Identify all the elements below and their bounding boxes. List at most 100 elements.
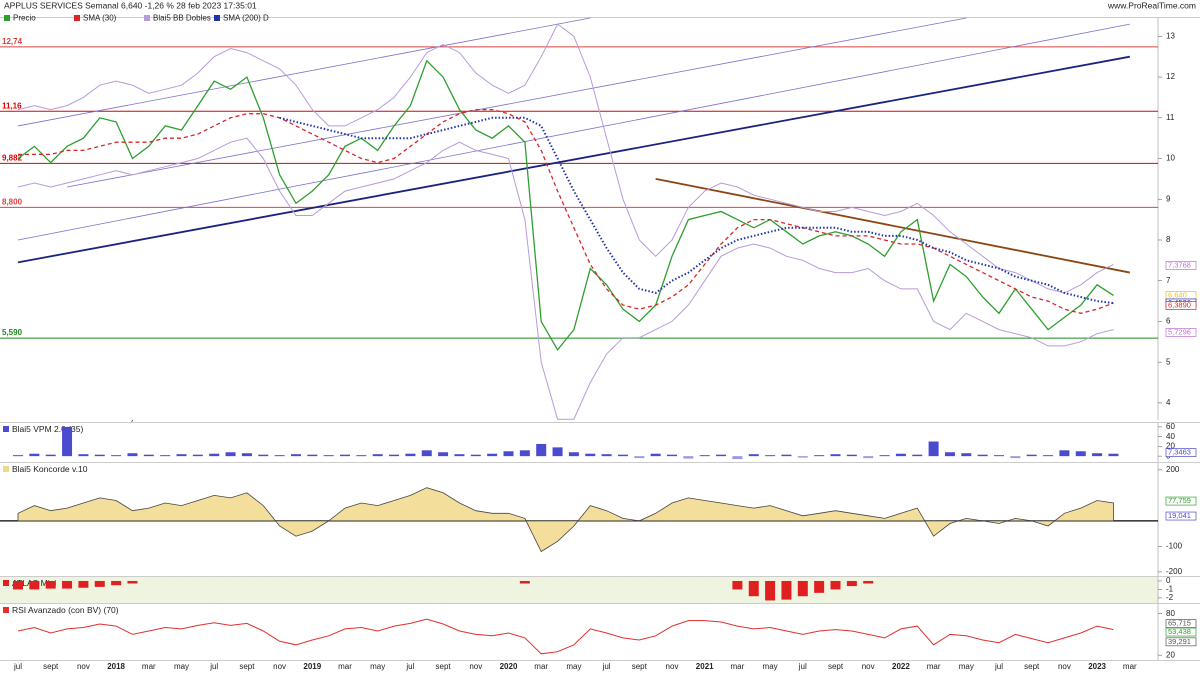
bar [863, 456, 874, 459]
bar [650, 453, 661, 457]
bar [160, 455, 171, 457]
last-value-label: 5,7296 [1168, 327, 1191, 336]
bar [340, 454, 350, 457]
y-tick-label: 60 [1166, 422, 1175, 431]
series-line [279, 116, 1114, 305]
last-value-label: 77,759 [1168, 496, 1191, 505]
bar [748, 580, 759, 597]
legend-swatch [144, 15, 150, 21]
area [17, 487, 1114, 553]
x-tick-label: jul [209, 662, 218, 671]
last-value-box [1165, 637, 1197, 647]
last-value-label: 6,3890 [1168, 301, 1191, 310]
bar [765, 580, 776, 601]
x-tick-label: sept [43, 662, 59, 671]
bar [78, 580, 89, 588]
bar [78, 454, 89, 457]
bar [716, 454, 727, 457]
bar [830, 454, 841, 457]
panel-title: Blai5 VPM 2.0 (35) [12, 424, 84, 434]
bar [241, 453, 252, 457]
y-tick-label: 4 [1166, 398, 1171, 407]
level-label: 11,16 [2, 101, 22, 110]
bar [389, 454, 400, 457]
y-tick-label: -2 [1166, 593, 1174, 602]
bar [977, 454, 988, 457]
x-tick-label: jul [798, 662, 807, 671]
bar [470, 454, 481, 457]
series-line [18, 108, 1114, 314]
bar [863, 580, 874, 584]
bar [127, 580, 138, 584]
x-tick-label: mar [731, 662, 745, 671]
series-line [17, 59, 1114, 352]
bar [1059, 450, 1070, 457]
y-tick-label: 80 [1166, 609, 1175, 618]
y-tick-label: 20 [1166, 650, 1175, 659]
x-tick-label: mar [1123, 662, 1137, 671]
bar [94, 580, 105, 587]
bar [732, 580, 743, 590]
x-tick-label: may [566, 662, 581, 671]
bar [192, 454, 203, 457]
bar [781, 580, 792, 600]
bar [307, 454, 318, 457]
bar [748, 454, 759, 457]
bar [683, 456, 694, 459]
bar [732, 456, 743, 460]
x-tick-label: jul [994, 662, 1003, 671]
bar [94, 454, 105, 457]
trend-line [17, 55, 1130, 264]
bar [258, 454, 269, 457]
y-tick-label: 9 [1166, 194, 1171, 203]
x-tick-label: nov [862, 662, 875, 671]
last-value-box [1165, 448, 1197, 457]
x-tick-label: mar [338, 662, 352, 671]
y-tick-label: -100 [1166, 542, 1183, 551]
last-value-label: 65,715 [1168, 619, 1191, 628]
band-lower [17, 137, 1114, 420]
last-value-box [1165, 328, 1197, 337]
legend-swatch [4, 15, 10, 21]
last-value-box [1165, 496, 1197, 506]
bar [225, 452, 236, 457]
y-tick-label: -1 [1166, 585, 1174, 594]
last-value-label: 7,3463 [1168, 448, 1191, 457]
trend-line [655, 177, 1130, 274]
legend-swatch [214, 15, 220, 21]
title-swatch [3, 580, 9, 586]
last-value-box [1165, 511, 1197, 521]
last-value-box [1165, 261, 1197, 270]
bar [356, 455, 367, 457]
x-tick-label: mar [142, 662, 156, 671]
last-value-box [1165, 627, 1197, 637]
trend-line [17, 17, 591, 127]
y-tick-label: 6 [1166, 317, 1171, 326]
y-tick-label: 12 [1166, 72, 1175, 81]
bar [274, 455, 285, 457]
x-tick-label: 2022 [892, 662, 910, 671]
bar [585, 453, 596, 457]
y-tick-label: 11 [1166, 113, 1175, 122]
bar [1075, 451, 1086, 457]
legend-label: SMA (30) [83, 14, 117, 23]
bar [895, 453, 906, 457]
bar [994, 455, 1004, 457]
x-tick-label: may [763, 662, 778, 671]
bar [438, 452, 449, 457]
y-tick-label: 0 [1166, 576, 1171, 585]
bar [45, 454, 56, 457]
y-tick-label: 8 [1166, 235, 1171, 244]
y-tick-label: 40 [1166, 432, 1175, 441]
x-tick-label: sept [436, 662, 452, 671]
bar [1092, 453, 1103, 457]
bar [372, 454, 383, 457]
bar [421, 450, 432, 457]
bar [29, 580, 40, 590]
bar [111, 455, 122, 457]
bar [519, 450, 530, 457]
bar [928, 441, 939, 457]
bar [290, 454, 301, 457]
bar [944, 452, 955, 457]
